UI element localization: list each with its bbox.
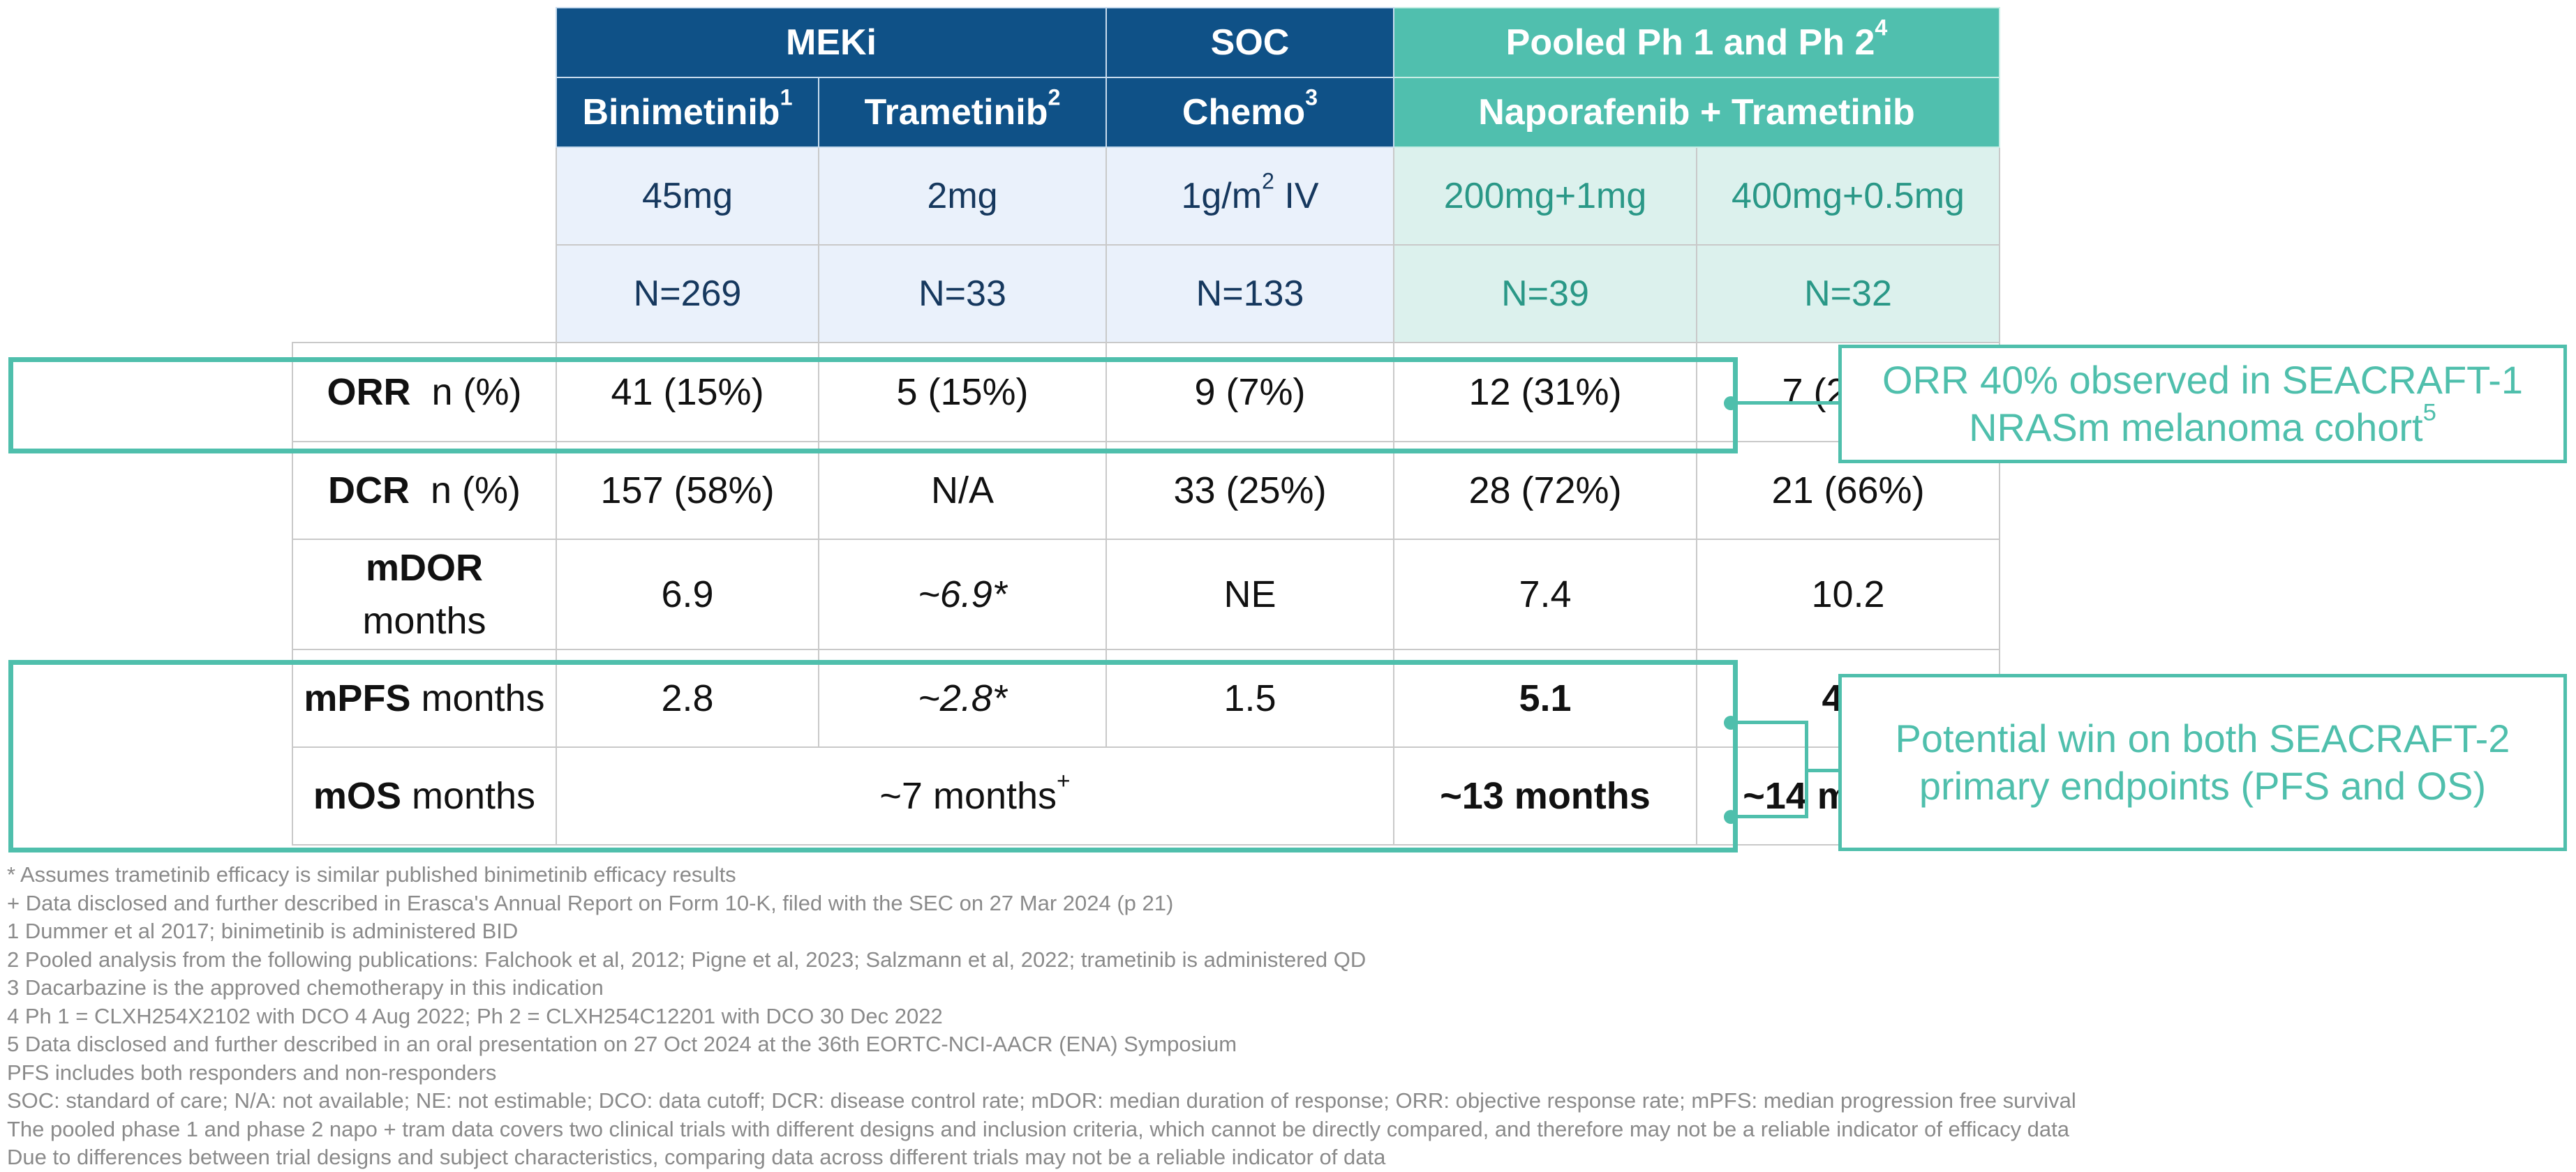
cell-mpfs-binimetinib: 2.8 [556,649,819,748]
n-trametinib: N=33 [818,244,1107,343]
orr-connector-line [1731,401,1838,405]
dose-trametinib: 2mg [818,146,1107,246]
table-row-orr: ORR n (%) 41 (15%) 5 (15%) 9 (7%) 12 (31… [292,342,2000,442]
cell-dcr-trametinib: N/A [818,441,1107,540]
row-label-mos: mOS months [292,746,557,846]
pfs-callout-line2: primary endpoints (PFS and OS) [1919,764,2487,808]
n-combo-200: N=39 [1393,244,1697,343]
cell-mdor-combo-200: 7.4 [1393,539,1697,650]
footnote: 2 Pooled analysis from the following pub… [7,947,1367,972]
orr-callout-box: ORR 40% observed in SEACRAFT-1 NRASm mel… [1838,345,2567,463]
footnote: * Assumes trametinib efficacy is similar… [7,862,736,887]
row-label-mpfs: mPFS months [292,649,557,748]
cell-orr-combo-200: 12 (31%) [1393,342,1697,442]
empty-corner [292,8,556,77]
cell-dcr-chemo: 33 (25%) [1105,441,1394,540]
cell-mdor-binimetinib: 6.9 [556,539,819,650]
footnote: 1 Dummer et al 2017; binimetinib is admi… [7,919,519,943]
drug-header-binimetinib: Binimetinib1 [556,77,819,148]
group-header-meki: MEKi [556,7,1107,78]
cell-mdor-combo-400: 10.2 [1696,539,2000,650]
cell-mos-combo-200: ~13 months [1393,746,1697,846]
footnote: The pooled phase 1 and phase 2 napo + tr… [7,1116,2070,1141]
empty-corner [292,245,556,343]
footnote: 4 Ph 1 = CLXH254X2102 with DCO 4 Aug 202… [7,1003,943,1028]
footnote: 3 Dacarbazine is the approved chemothera… [7,975,604,1000]
row-label-orr: ORR n (%) [292,342,557,442]
orr-callout-line2: NRASm melanoma cohort5 [1969,399,2436,449]
n-combo-400: N=32 [1696,244,2000,343]
footnotes: * Assumes trametinib efficacy is similar… [7,861,2547,1172]
row-label-dcr: DCR n (%) [292,441,557,540]
cell-orr-trametinib: 5 (15%) [818,342,1107,442]
cell-mdor-chemo: NE [1105,539,1394,650]
table-row-mpfs: mPFS months 2.8 ~2.8* 1.5 5.1 4.9 [292,649,2000,748]
cell-mos-shared: ~7 months+ [556,746,1394,846]
drug-header-combo: Naporafenib + Trametinib [1393,77,2000,148]
n-chemo: N=133 [1105,244,1394,343]
row-label-mdor: mDOR months [292,539,557,650]
cell-dcr-combo-200: 28 (72%) [1393,441,1697,540]
cell-dcr-binimetinib: 157 (58%) [556,441,819,540]
cell-mdor-trametinib: ~6.9* [818,539,1107,650]
table-row-mdor: mDOR months 6.9 ~6.9* NE 7.4 10.2 [292,539,2000,650]
pfs-callout-line1: Potential win on both SEACRAFT-2 [1895,716,2510,760]
pfs-connector-line [1731,721,1808,724]
group-header-pooled: Pooled Ph 1 and Ph 24 [1393,7,2000,78]
cell-orr-binimetinib: 41 (15%) [556,342,819,442]
os-connector-line [1731,815,1808,818]
efficacy-comparison-table: MEKi SOC Pooled Ph 1 and Ph 24 Binimetin… [292,7,2000,846]
empty-corner [292,147,556,245]
footnote: SOC: standard of care; N/A: not availabl… [7,1088,2076,1113]
dose-chemo: 1g/m2 IV [1105,146,1394,246]
empty-corner [292,77,556,147]
cell-mpfs-trametinib: ~2.8* [818,649,1107,748]
cell-mpfs-chemo: 1.5 [1105,649,1394,748]
table-row-mos: mOS months ~7 months+ ~13 months ~14 mon… [292,746,2000,846]
footnote: Due to differences between trial designs… [7,1145,1386,1169]
drug-header-trametinib: Trametinib2 [818,77,1107,148]
dose-combo-400: 400mg+0.5mg [1696,146,2000,246]
orr-callout-line1: ORR 40% observed in SEACRAFT-1 [1882,358,2524,402]
footnote: + Data disclosed and further described i… [7,890,1174,915]
cell-mpfs-combo-200: 5.1 [1393,649,1697,748]
n-binimetinib: N=269 [556,244,819,343]
cell-orr-chemo: 9 (7%) [1105,342,1394,442]
footnote: 5 Data disclosed and further described i… [7,1032,1237,1056]
footnote: PFS includes both responders and non-res… [7,1060,497,1085]
drug-header-chemo: Chemo3 [1105,77,1394,148]
group-header-soc: SOC [1105,7,1394,78]
pfs-os-callout-box: Potential win on both SEACRAFT-2 primary… [1838,674,2567,851]
dose-combo-200: 200mg+1mg [1393,146,1697,246]
dose-binimetinib: 45mg [556,146,819,246]
table-row-dcr: DCR n (%) 157 (58%) N/A 33 (25%) 28 (72%… [292,441,2000,540]
bracket-to-callout-line [1805,769,1840,772]
